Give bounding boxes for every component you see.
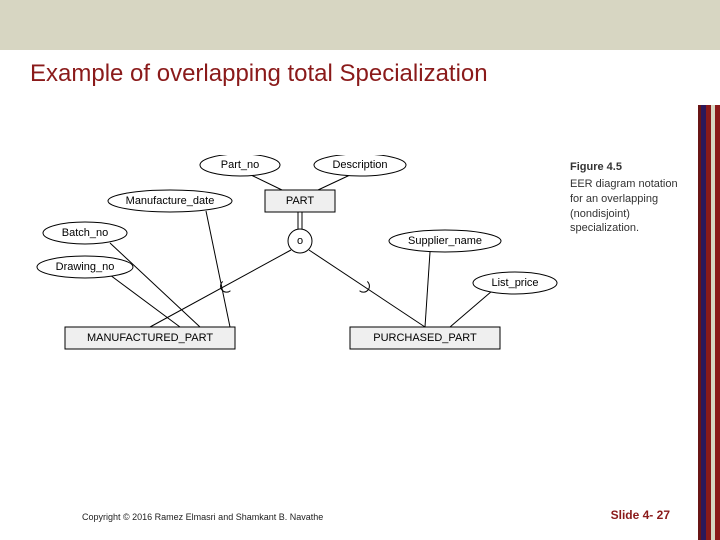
attribute-label: List_price: [491, 277, 538, 289]
attribute-label: Drawing_no: [56, 261, 115, 273]
entity-label: PART: [286, 195, 315, 207]
footer-slide-number: Slide 4- 27: [611, 508, 670, 522]
side-stripe: [698, 105, 720, 540]
overlap-label: o: [297, 235, 303, 247]
slide-title: Example of overlapping total Specializat…: [30, 60, 488, 88]
attribute-label: Part_no: [221, 159, 260, 171]
attribute-label: Batch_no: [62, 227, 108, 239]
attribute-label: Description: [332, 159, 387, 171]
entity-label: MANUFACTURED_PART: [87, 332, 213, 344]
attribute-label: Manufacture_date: [126, 195, 215, 207]
entity-label: PURCHASED_PART: [373, 332, 477, 344]
eer-diagram: Part_no Description Manufacture_date Batch_…: [30, 155, 590, 380]
attribute-label: Supplier_name: [408, 235, 482, 247]
slide: Example of overlapping total Specializat…: [0, 0, 720, 540]
top-bar: [0, 0, 720, 50]
footer-copyright: Copyright © 2016 Ramez Elmasri and Shamk…: [82, 512, 323, 522]
